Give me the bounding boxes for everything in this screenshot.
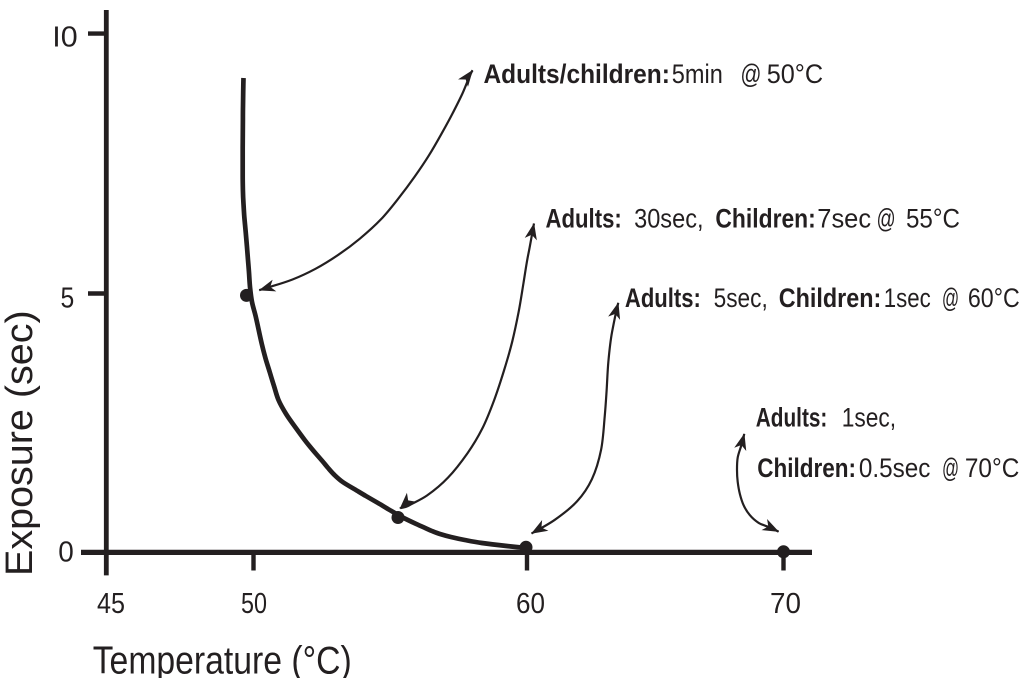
svg-text:5: 5 xyxy=(61,282,75,314)
svg-text:0.5sec: 0.5sec xyxy=(859,454,931,483)
svg-text:50°C: 50°C xyxy=(767,58,823,89)
svg-text:@: @ xyxy=(942,453,959,483)
svg-text:Adults:: Adults: xyxy=(756,403,828,433)
svg-text:Children:: Children: xyxy=(757,454,856,483)
svg-text:30sec,: 30sec, xyxy=(634,204,703,234)
svg-text:5sec,: 5sec, xyxy=(714,283,768,313)
svg-text:1sec,: 1sec, xyxy=(842,403,896,433)
svg-text:Adults/children:: Adults/children: xyxy=(484,60,670,89)
svg-text:70: 70 xyxy=(770,587,801,620)
svg-text:0: 0 xyxy=(58,536,74,569)
svg-text:@: @ xyxy=(740,60,761,90)
svg-text:55°C: 55°C xyxy=(906,204,960,234)
svg-text:@: @ xyxy=(877,203,896,233)
svg-text:Children:: Children: xyxy=(715,204,815,234)
svg-text:Exposure (sec): Exposure (sec) xyxy=(0,310,41,576)
svg-text:Adults:: Adults: xyxy=(546,205,622,235)
svg-text:5min: 5min xyxy=(672,60,723,90)
svg-text:7sec: 7sec xyxy=(817,203,871,234)
svg-text:60°C: 60°C xyxy=(968,284,1020,314)
svg-text:Temperature (°C): Temperature (°C) xyxy=(93,638,352,678)
svg-text:50: 50 xyxy=(241,587,267,620)
svg-text:@: @ xyxy=(942,283,959,313)
svg-text:60: 60 xyxy=(516,587,545,620)
svg-text:70°C: 70°C xyxy=(965,454,1019,483)
svg-text:45: 45 xyxy=(97,586,125,619)
svg-text:I0: I0 xyxy=(52,21,77,53)
svg-text:Adults:: Adults: xyxy=(625,284,701,314)
svg-text:1sec: 1sec xyxy=(884,284,931,313)
svg-text:Children:: Children: xyxy=(779,284,882,314)
